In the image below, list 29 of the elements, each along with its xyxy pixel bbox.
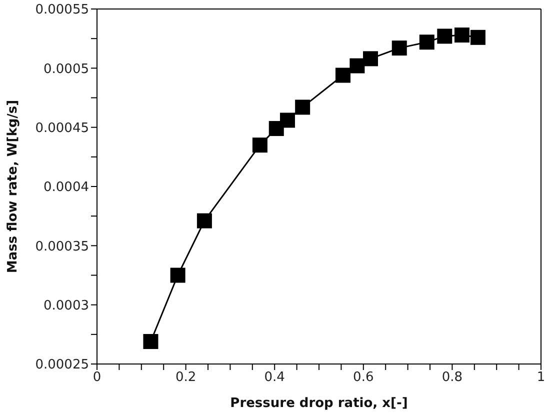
y-tick-label: 0.0005 (44, 62, 89, 77)
y-tick-label: 0.00045 (35, 120, 89, 136)
point (454, 28, 470, 43)
x-tick-label: 0.4 (264, 370, 285, 386)
point (335, 68, 350, 83)
point (437, 28, 452, 44)
x-axis-title: Pressure drop ratio, x[-] (230, 396, 408, 411)
y-tick-label: 0.0004 (44, 180, 89, 196)
point (196, 213, 212, 228)
point (280, 112, 295, 128)
point (419, 34, 434, 50)
point (295, 100, 310, 115)
x-tick-label: 0.8 (442, 370, 463, 386)
x-tick-label: 0.6 (353, 370, 374, 386)
point (170, 268, 186, 283)
point (252, 138, 268, 153)
y-tick-label: 0.00025 (35, 358, 89, 373)
y-tick-label: 0.00055 (35, 2, 89, 18)
x-tick-label: 0 (92, 370, 102, 386)
y-tick-label: 0.0003 (44, 298, 89, 314)
y-axis-title: Mass flow rate, W[kg/s] (6, 100, 21, 274)
x-tick-label: 1 (536, 370, 545, 386)
point (470, 30, 486, 45)
y-tick-label: 0.00035 (35, 239, 89, 254)
point (350, 58, 365, 74)
x-tick-label: 0.2 (175, 370, 196, 386)
point (143, 334, 158, 350)
point (363, 51, 378, 66)
point (392, 40, 407, 56)
